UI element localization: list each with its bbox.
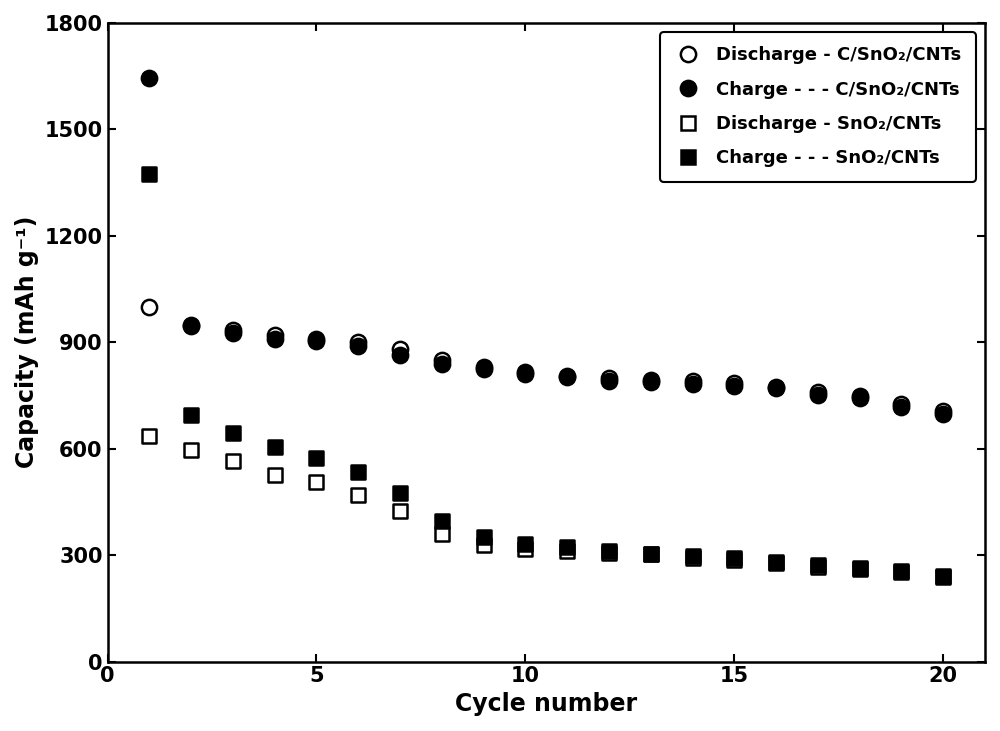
Point: [852, 561, 868, 573]
Point: [225, 327, 241, 339]
Point: [350, 340, 366, 352]
Point: [267, 469, 283, 481]
Point: [392, 344, 408, 355]
Point: [601, 372, 617, 384]
Point: [517, 543, 533, 555]
Point: [141, 301, 157, 313]
Point: [810, 389, 826, 401]
Point: [601, 545, 617, 557]
Point: [935, 572, 951, 583]
Point: [517, 367, 533, 379]
Point: [935, 570, 951, 582]
Point: [392, 505, 408, 517]
Point: [810, 559, 826, 571]
Point: [601, 547, 617, 558]
Point: [267, 441, 283, 452]
Point: [517, 368, 533, 379]
Point: [141, 72, 157, 84]
Point: [726, 377, 742, 389]
Point: [643, 376, 659, 388]
Point: [852, 390, 868, 401]
Point: [810, 386, 826, 398]
Point: [685, 376, 701, 387]
Point: [476, 531, 492, 543]
Point: [225, 324, 241, 336]
Point: [434, 357, 450, 369]
Point: [893, 567, 909, 578]
Point: [726, 552, 742, 564]
Point: [559, 545, 575, 557]
Point: [141, 431, 157, 442]
Point: [893, 398, 909, 410]
Point: [183, 444, 199, 456]
Point: [350, 489, 366, 501]
Point: [308, 477, 324, 488]
Point: [476, 361, 492, 373]
Point: [768, 558, 784, 569]
Point: [643, 548, 659, 560]
Point: [308, 335, 324, 346]
Point: [893, 401, 909, 413]
Point: [141, 168, 157, 180]
Point: [685, 379, 701, 390]
Y-axis label: Capacity (mAh g⁻¹): Capacity (mAh g⁻¹): [15, 216, 39, 469]
Point: [726, 554, 742, 566]
Point: [434, 355, 450, 366]
Point: [434, 528, 450, 539]
Point: [308, 452, 324, 463]
X-axis label: Cycle number: Cycle number: [455, 692, 637, 716]
Point: [476, 363, 492, 375]
Point: [935, 406, 951, 417]
Point: [852, 563, 868, 575]
Point: [559, 542, 575, 553]
Point: [267, 330, 283, 341]
Point: [559, 370, 575, 382]
Point: [476, 539, 492, 550]
Point: [935, 408, 951, 420]
Point: [350, 466, 366, 477]
Point: [601, 375, 617, 387]
Point: [183, 319, 199, 330]
Point: [768, 381, 784, 393]
Point: [434, 515, 450, 527]
Legend: Discharge - C/SnO₂/CNTs, Charge - - - C/SnO₂/CNTs, Discharge - SnO₂/CNTs, Charge: Discharge - C/SnO₂/CNTs, Charge - - - C/…: [660, 32, 976, 182]
Point: [183, 409, 199, 421]
Point: [350, 336, 366, 348]
Point: [643, 548, 659, 560]
Point: [392, 488, 408, 499]
Point: [852, 393, 868, 404]
Point: [517, 538, 533, 550]
Point: [810, 561, 826, 572]
Point: [392, 349, 408, 360]
Point: [308, 333, 324, 344]
Point: [768, 382, 784, 393]
Point: [768, 556, 784, 567]
Point: [225, 427, 241, 439]
Point: [183, 320, 199, 332]
Point: [893, 565, 909, 577]
Point: [685, 550, 701, 561]
Point: [685, 552, 701, 564]
Point: [267, 333, 283, 344]
Point: [726, 380, 742, 392]
Point: [559, 371, 575, 383]
Point: [643, 374, 659, 385]
Point: [225, 455, 241, 467]
